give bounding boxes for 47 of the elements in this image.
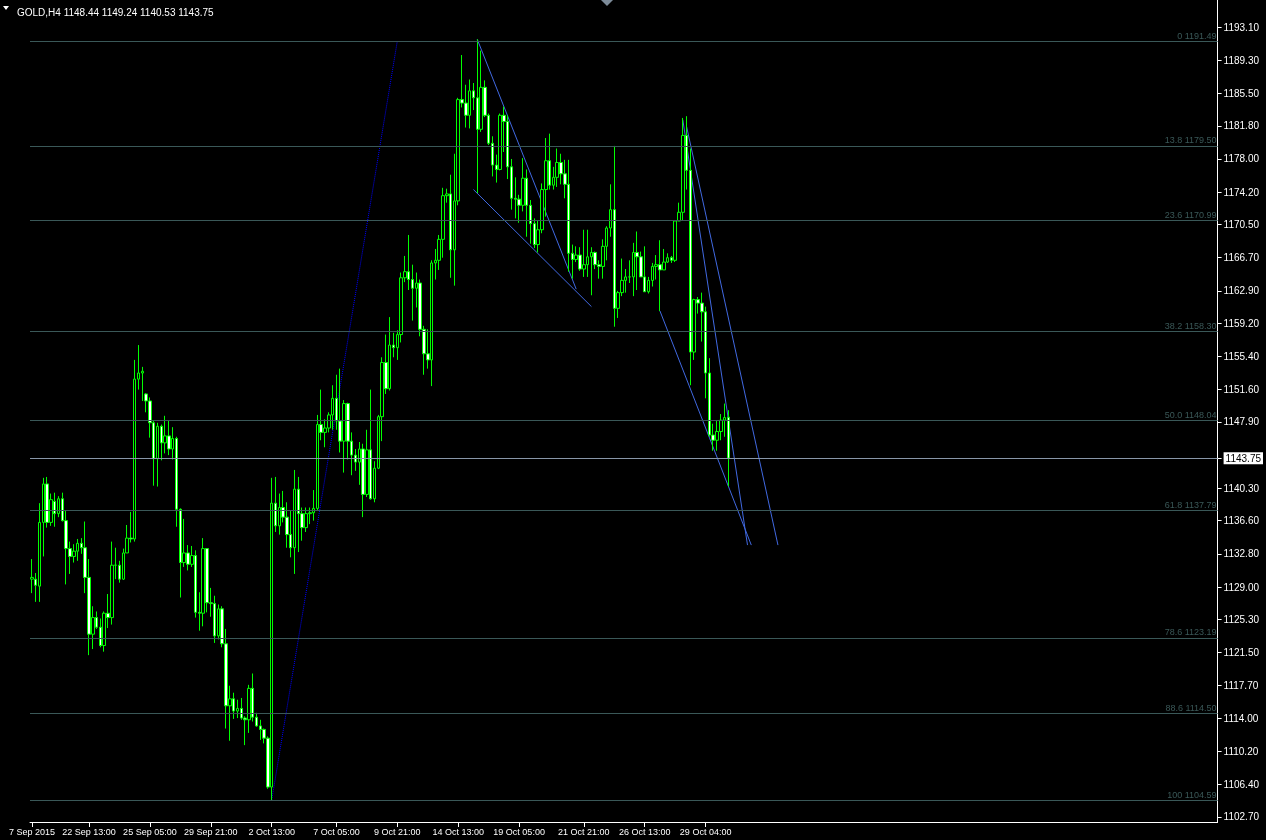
x-tick-label: 29 Oct 04:00 (679, 826, 732, 837)
x-tick-label: 21 Oct 21:00 (558, 826, 610, 837)
ref-line-label: 0 1191.49 (1177, 30, 1217, 41)
ref-line-label: 78.6 1123.19 (1164, 627, 1217, 638)
y-tick-label: 1129.00 (1223, 581, 1260, 593)
y-tick-label: 1121.50 (1223, 647, 1260, 659)
x-tick-label: 22 Sep 13:00 (62, 826, 116, 837)
ref-line-label: 13.8 1179.50 (1164, 135, 1217, 146)
y-tick-label: 1189.30 (1223, 54, 1260, 66)
y-tick-label: 1140.30 (1223, 482, 1260, 494)
y-tick-label: 1151.60 (1223, 384, 1260, 396)
y-tick-label: 1143.75 (1225, 452, 1262, 464)
y-tick-label: 1136.60 (1223, 515, 1260, 527)
y-tick-label: 1132.80 (1223, 548, 1260, 560)
x-tick-label: 7 Sep 2015 (8, 826, 55, 837)
ref-line-label: 88.6 1114.50 (1165, 703, 1217, 714)
x-tick-label: 25 Sep 05:00 (123, 826, 177, 837)
y-tick-label: 1147.90 (1223, 416, 1260, 428)
ref-line-label: 23.6 1170.99 (1164, 209, 1217, 220)
ref-line-label: 61.8 1137.79 (1164, 499, 1217, 510)
y-tick-label: 1114.00 (1223, 712, 1259, 724)
y-tick-label: 1106.40 (1223, 778, 1260, 790)
y-tick-label: 1170.50 (1223, 219, 1260, 230)
ref-line-label: 50.0 1148.04 (1164, 410, 1217, 421)
y-tick-label: 1155.40 (1223, 350, 1260, 362)
x-tick-label: 19 Oct 05:00 (493, 826, 545, 837)
y-tick-label: 1159.20 (1223, 317, 1260, 329)
x-tick-label: 2 Oct 13:00 (248, 826, 295, 837)
x-tick-label: 26 Oct 13:00 (618, 826, 671, 837)
y-tick-label: 1110.20 (1223, 745, 1259, 757)
y-tick-label: 1125.30 (1223, 613, 1260, 625)
x-tick-label: 29 Sep 21:00 (184, 826, 238, 837)
y-tick-label: 1102.70 (1223, 811, 1260, 823)
y-tick-label: 1166.70 (1223, 252, 1260, 264)
y-tick-label: 1117.70 (1223, 680, 1259, 692)
x-tick-label: 7 Oct 05:00 (313, 826, 360, 837)
y-tick-label: 1174.20 (1223, 186, 1260, 198)
ref-line-label: 38.2 1158.30 (1164, 320, 1217, 331)
y-tick-label: 1178.00 (1223, 153, 1260, 165)
ref-line-label: 100 1104.59 (1167, 789, 1217, 800)
y-tick-label: 1185.50 (1223, 87, 1260, 99)
x-tick-label: 14 Oct 13:00 (432, 826, 484, 837)
y-tick-label: 1181.80 (1223, 120, 1260, 132)
y-tick-label: 1162.90 (1223, 285, 1260, 297)
text: GOLD,H4 1148.44 1149.24 1140.53 1143.75 (17, 6, 215, 18)
x-tick-label: 9 Oct 21:00 (374, 826, 421, 837)
y-tick-label: 1193.10 (1223, 21, 1260, 33)
